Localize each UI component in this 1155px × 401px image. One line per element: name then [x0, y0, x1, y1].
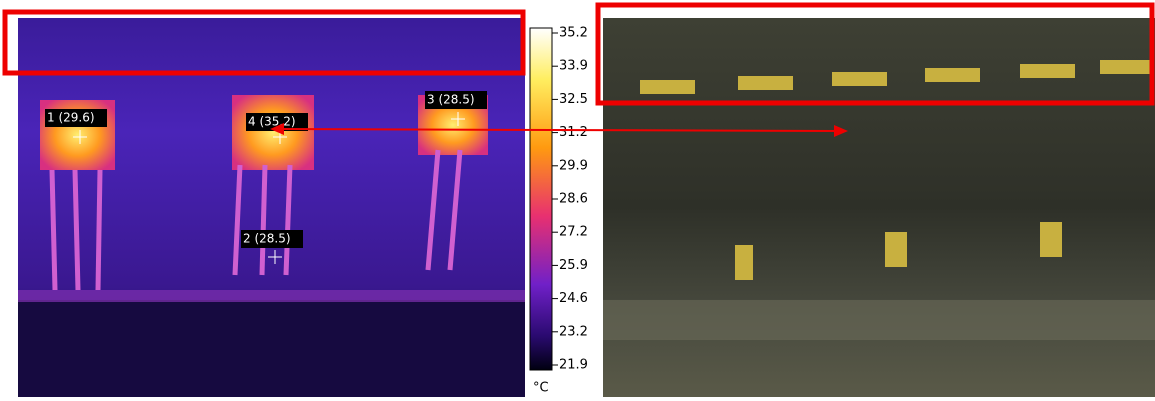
scale-tick-label: 31.2	[559, 125, 588, 140]
scale-tick-label: 28.6	[559, 192, 588, 207]
screenshot: 35.2 33.9 32.5 31.2 29.9 28.6 27.2 25.9 24.6 23.2…	[0, 0, 1155, 397]
scale-tick-label: 27.2	[559, 225, 588, 240]
spot-label: 3 (28.5)	[427, 93, 475, 107]
scale-tick-label: 29.9	[559, 158, 588, 173]
scale-unit: °C	[533, 381, 549, 396]
visual-photo	[603, 18, 1155, 397]
scale-tick-label: 33.9	[559, 59, 588, 74]
scale-tick-label: 25.9	[559, 258, 588, 273]
scale-tick-label: 35.2	[559, 26, 588, 41]
scale-tick-label: 21.9	[559, 358, 588, 373]
scale-tick-label: 32.5	[559, 92, 588, 107]
scale-tick-label: 23.2	[559, 324, 588, 339]
color-scale: 35.2 33.9 32.5 31.2 29.9 28.6 27.2 25.9 24.6 23.2…	[530, 26, 588, 396]
spot-label: 2 (28.5)	[243, 232, 291, 246]
spot-label: 4 (35.2)	[248, 115, 296, 129]
scale-tick-label: 24.6	[559, 291, 588, 306]
spot-label: 1 (29.6)	[47, 111, 95, 125]
